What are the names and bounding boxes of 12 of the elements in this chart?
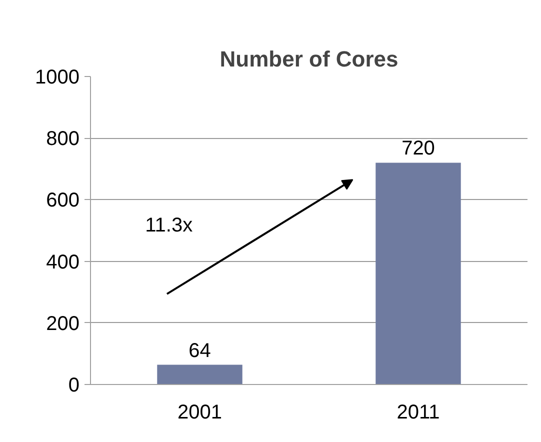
chart-title: Number of Cores <box>220 46 398 72</box>
annotation: 11.3x <box>145 214 193 237</box>
y-tick-label: 400 <box>46 251 80 274</box>
y-tick-label: 200 <box>46 312 80 335</box>
data-label: 64 <box>188 340 211 362</box>
data-label: 720 <box>402 138 435 160</box>
y-tick-label: 1000 <box>35 66 80 88</box>
x-tick-label: 2001 <box>178 402 222 424</box>
x-tick-label: 2011 <box>396 402 440 424</box>
y-tick-label: 600 <box>46 190 80 212</box>
y-tick-label: 0 <box>68 374 80 396</box>
y-tick-label: 800 <box>46 128 80 150</box>
